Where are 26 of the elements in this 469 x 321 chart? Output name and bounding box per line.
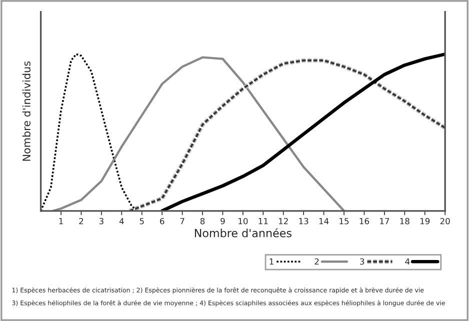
legend-label: 3 bbox=[360, 258, 364, 265]
x-axis-title: Nombre d'années bbox=[194, 228, 292, 238]
x-tick-label: 17 bbox=[380, 218, 390, 224]
x-tick-label: 2 bbox=[79, 218, 84, 224]
x-tick-label: 14 bbox=[319, 218, 329, 224]
x-tick-label: 7 bbox=[180, 218, 184, 224]
x-tick-label: 5 bbox=[140, 218, 144, 224]
x-tick-label: 1 bbox=[59, 218, 63, 224]
x-tick-label: 9 bbox=[220, 218, 225, 224]
x-tick-label: 15 bbox=[340, 218, 349, 224]
legend-label: 1 bbox=[270, 258, 274, 265]
legend-label: 4 bbox=[405, 258, 410, 265]
x-tick-label: 18 bbox=[400, 218, 410, 224]
x-tick-label: 10 bbox=[238, 218, 248, 224]
x-tick-label: 6 bbox=[160, 218, 164, 224]
y-axis-title: Nombre d'individus bbox=[22, 61, 30, 161]
x-tick-label: 16 bbox=[360, 218, 370, 224]
x-tick-label: 4 bbox=[119, 218, 124, 224]
x-tick-label: 12 bbox=[278, 218, 288, 224]
x-tick-label: 8 bbox=[200, 218, 205, 224]
legend-label: 2 bbox=[314, 258, 319, 265]
x-tick-label: 20 bbox=[440, 218, 450, 224]
x-tick-label: 3 bbox=[99, 218, 104, 224]
x-tick-label: 19 bbox=[420, 218, 430, 224]
x-tick-label: 11 bbox=[258, 218, 268, 224]
x-tick-label: 13 bbox=[299, 218, 308, 224]
